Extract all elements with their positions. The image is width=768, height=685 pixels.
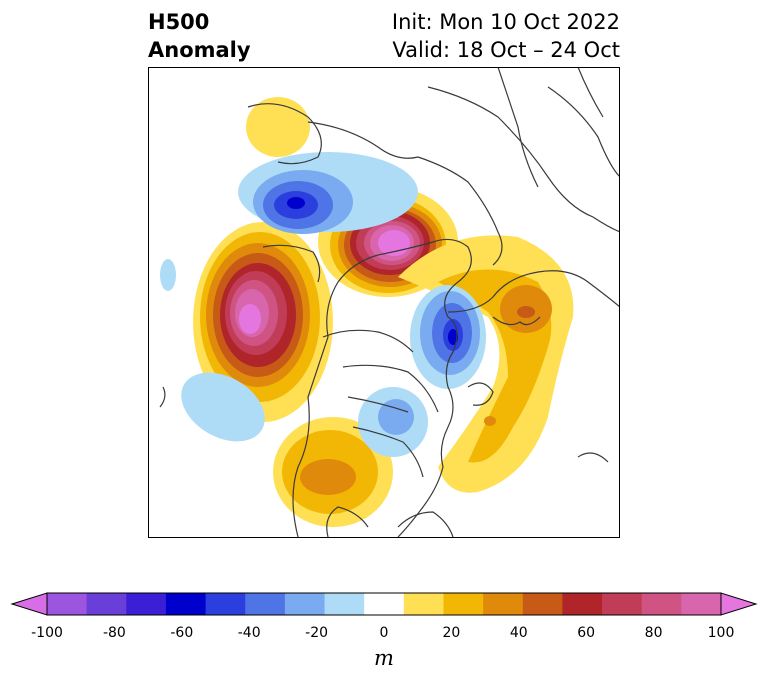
colorbar-segment: [324, 593, 365, 615]
date-info: Init: Mon 10 Oct 2022 Valid: 18 Oct – 24…: [392, 8, 620, 64]
ridge-bering: [246, 97, 310, 157]
colorbar-tick-label: -60: [170, 625, 194, 641]
colorbar-segment: [443, 593, 484, 615]
colorbar-tick-label: 100: [707, 625, 735, 641]
colorbar-segment: [205, 593, 246, 615]
colorbar-segment: [126, 593, 167, 615]
colorbar-segment: [364, 593, 405, 615]
colorbar-segment: [47, 593, 88, 615]
colorbar-tick-label: 40: [509, 625, 528, 641]
chart-title: H500 Anomaly: [148, 8, 251, 64]
colorbar-segment: [602, 593, 643, 615]
colorbar-tick-label: 0: [379, 625, 389, 641]
coastlines: [159, 67, 620, 538]
colorbar-segment: [86, 593, 127, 615]
colorbar-tick-label: 20: [442, 625, 461, 641]
colorbar-segment: [284, 593, 326, 615]
title-line-2: Anomaly: [148, 38, 251, 62]
colorbar-segment: [165, 593, 207, 615]
ridge-pacific: [193, 222, 333, 422]
colorbar-tick-label: -20: [305, 625, 329, 641]
trough-siberia: [238, 152, 418, 234]
colorbar-segment: [681, 593, 722, 615]
colorbar-tick-label: -100: [31, 625, 63, 641]
colorbar-unit: m: [374, 646, 394, 670]
colorbar-segment: [403, 593, 444, 615]
colorbar-tick-label: 60: [577, 625, 596, 641]
colorbar-segment: [483, 593, 524, 615]
ridge-southwest: [273, 417, 393, 527]
colorbar-tick-label: -40: [237, 625, 261, 641]
colorbar-segment: [522, 593, 563, 615]
colorbar-tick-label: -80: [102, 625, 126, 641]
colorbar: [0, 585, 768, 685]
colorbar-segment: [641, 593, 682, 615]
trough-central-us: [358, 387, 428, 457]
colorbar-tick-label: 80: [644, 625, 663, 641]
colorbar-segment: [245, 593, 286, 615]
title-line-1: H500: [148, 10, 210, 34]
colorbar-segment: [562, 593, 603, 615]
init-date: Init: Mon 10 Oct 2022: [391, 10, 620, 34]
colorbar-extend-high: [720, 592, 758, 616]
valid-date: Valid: 18 Oct – 24 Oct: [392, 38, 620, 62]
trough-pacific: [160, 259, 265, 442]
trough-greenland: [410, 285, 486, 389]
colorbar-extend-low: [10, 592, 48, 616]
anomaly-map: [148, 67, 620, 538]
ridge-europe: [398, 235, 574, 493]
